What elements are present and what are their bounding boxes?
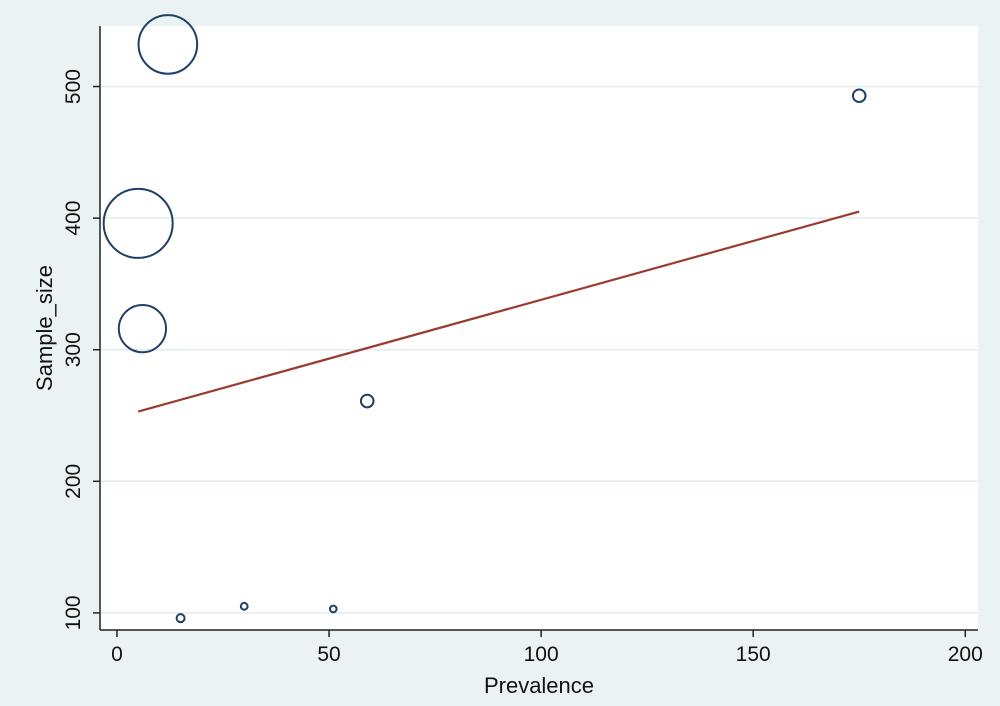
x-tick-label-0: 0 (111, 643, 123, 666)
data-point-3 (102, 187, 174, 259)
data-point-6 (175, 613, 186, 624)
x-tick-label-100: 100 (524, 643, 559, 666)
data-point-7 (239, 601, 249, 611)
data-points (102, 14, 867, 624)
data-point-5 (359, 393, 375, 409)
x-tick-label-200: 200 (948, 643, 983, 666)
y-tick-label-100: 100 (62, 595, 85, 630)
x-tick-label-50: 50 (317, 643, 340, 666)
y-tick-label-300: 300 (62, 332, 85, 367)
fit-line-group (137, 210, 860, 413)
y-axis-title: Sample_size (32, 265, 57, 391)
fit-line (137, 210, 860, 413)
data-point-1 (137, 14, 199, 75)
y-tick-label-200: 200 (62, 464, 85, 499)
y-axis-ticks: 100 200 300 400 500 (62, 69, 100, 630)
data-point-2 (851, 88, 867, 104)
x-axis-title: Prevalence (484, 673, 594, 698)
y-tick-label-400: 400 (62, 201, 85, 236)
x-tick-label-150: 150 (736, 643, 771, 666)
data-point-8 (328, 604, 338, 614)
data-point-4 (117, 304, 168, 354)
plot-area (100, 26, 978, 630)
y-tick-label-500: 500 (62, 69, 85, 104)
x-axis-ticks: 0 50 100 150 200 (111, 630, 983, 666)
axes (99, 26, 978, 631)
